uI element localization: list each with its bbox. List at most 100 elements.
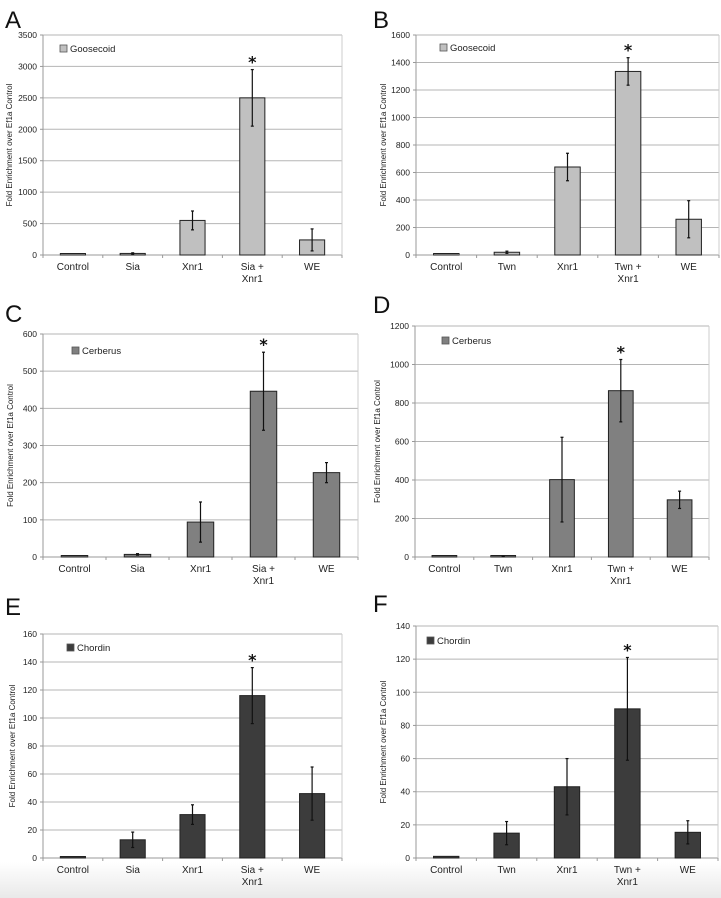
y-tick-label: 80 (401, 720, 411, 730)
legend-swatch (59, 44, 68, 53)
x-tick-label: Xnr1 (557, 262, 579, 273)
legend-label: Chordin (437, 636, 470, 647)
y-tick-label: 1200 (390, 321, 409, 331)
y-tick-label: 120 (23, 685, 37, 695)
y-tick-label: 800 (395, 398, 409, 408)
y-tick-label: 100 (23, 515, 37, 525)
legend-swatch (66, 643, 75, 652)
x-tick-label: Xnr1 (182, 865, 204, 876)
y-tick-label: 800 (396, 140, 410, 150)
bar (312, 472, 341, 558)
panel-label: E (5, 594, 21, 621)
chart-panel-e: E 0 20 40 60 80 100 120 140 160 Fold Enrichment ov… (5, 594, 343, 888)
y-axis-label: Fold Enrichment over Ef1a Control (379, 680, 388, 803)
panel-label: F (373, 591, 388, 618)
y-tick-label: 300 (23, 441, 37, 451)
y-tick-label: 200 (23, 478, 37, 488)
x-tick-label: Sia (130, 564, 145, 575)
chart-panel-d: D 0 200 400 600 800 1000 1200 Fold Enrichment ov… (373, 292, 710, 587)
x-tick-label: Twn + (615, 262, 642, 273)
bar (59, 856, 86, 859)
chart-panel-c: C 0 100 200 300 400 500 600 Fold Enrichment over… (5, 301, 359, 587)
legend-label: Goosecoid (450, 43, 495, 54)
y-tick-label: 80 (28, 741, 38, 751)
y-tick-label: 1200 (391, 85, 410, 95)
y-tick-label: 40 (28, 797, 38, 807)
x-tick-label: Xnr1 (556, 865, 578, 876)
y-tick-label: 1000 (18, 187, 37, 197)
x-tick-label: Twn + (614, 865, 641, 876)
bar (59, 253, 86, 256)
y-tick-label: 0 (32, 250, 37, 260)
significance-star: * (248, 651, 257, 670)
significance-star: * (623, 640, 632, 659)
y-tick-label: 60 (401, 754, 411, 764)
y-tick-label: 600 (395, 437, 409, 447)
x-tick-label: WE (681, 262, 697, 273)
legend-label: Cerberus (82, 346, 121, 357)
bar (674, 831, 701, 859)
x-tick-label: WE (304, 262, 320, 273)
x-tick-label: Xnr1 (253, 576, 275, 587)
x-tick-label: Sia (125, 262, 140, 273)
y-axis-label: Fold Enrichment over Ef1a Control (5, 83, 14, 206)
y-tick-label: 1000 (390, 360, 409, 370)
bar (554, 166, 581, 256)
x-tick-label: Xnr1 (610, 576, 632, 587)
x-tick-label: Twn + (607, 564, 634, 575)
y-tick-label: 200 (396, 223, 410, 233)
x-tick-label: Sia (125, 865, 140, 876)
x-tick-label: Sia + (252, 564, 275, 575)
x-tick-label: Twn (494, 564, 512, 575)
x-tick-label: Xnr1 (190, 564, 212, 575)
legend-swatch (71, 346, 80, 355)
x-tick-label: Xnr1 (551, 564, 573, 575)
y-axis-label: Fold Enrichment over Ef1a Control (8, 684, 17, 807)
legend-swatch (441, 336, 450, 345)
y-tick-label: 400 (396, 195, 410, 205)
y-tick-label: 500 (23, 219, 37, 229)
x-tick-label: WE (304, 865, 320, 876)
y-tick-label: 40 (401, 787, 411, 797)
y-tick-label: 0 (405, 250, 410, 260)
legend-swatch (439, 43, 448, 52)
x-tick-label: Control (57, 262, 89, 273)
y-tick-label: 0 (32, 552, 37, 562)
y-tick-label: 60 (28, 769, 38, 779)
y-axis-label: Fold Enrichment over Ef1a Control (373, 380, 382, 503)
y-tick-label: 600 (396, 168, 410, 178)
y-tick-label: 400 (395, 475, 409, 485)
x-tick-label: Control (430, 865, 462, 876)
x-tick-label: Xnr1 (617, 877, 639, 888)
bar (614, 70, 642, 256)
legend-label: Chordin (77, 643, 110, 654)
y-tick-label: 200 (395, 514, 409, 524)
x-tick-label: WE (680, 865, 696, 876)
x-tick-label: Twn (497, 865, 515, 876)
panel-label: C (5, 301, 22, 328)
y-tick-label: 2500 (18, 93, 37, 103)
x-tick-label: Xnr1 (242, 877, 264, 888)
y-tick-label: 20 (401, 820, 411, 830)
y-tick-label: 160 (23, 629, 37, 639)
y-tick-label: 1400 (391, 58, 410, 68)
y-tick-label: 3500 (18, 30, 37, 40)
y-axis-label: Fold Enrichment over Ef1a Control (379, 83, 388, 206)
x-tick-label: Control (57, 865, 89, 876)
significance-star: * (248, 53, 257, 72)
y-tick-label: 100 (23, 713, 37, 723)
bar (431, 555, 458, 558)
panel-label: D (373, 292, 390, 319)
y-tick-label: 1600 (391, 30, 410, 40)
x-tick-label: Xnr1 (242, 274, 264, 285)
bar (433, 855, 460, 859)
x-tick-label: Xnr1 (618, 274, 640, 285)
panel-label: B (373, 7, 389, 34)
x-tick-label: WE (672, 564, 688, 575)
x-tick-label: Xnr1 (182, 262, 204, 273)
significance-star: * (259, 335, 268, 354)
y-tick-label: 500 (23, 366, 37, 376)
y-tick-label: 3000 (18, 61, 37, 71)
bar (666, 499, 693, 558)
